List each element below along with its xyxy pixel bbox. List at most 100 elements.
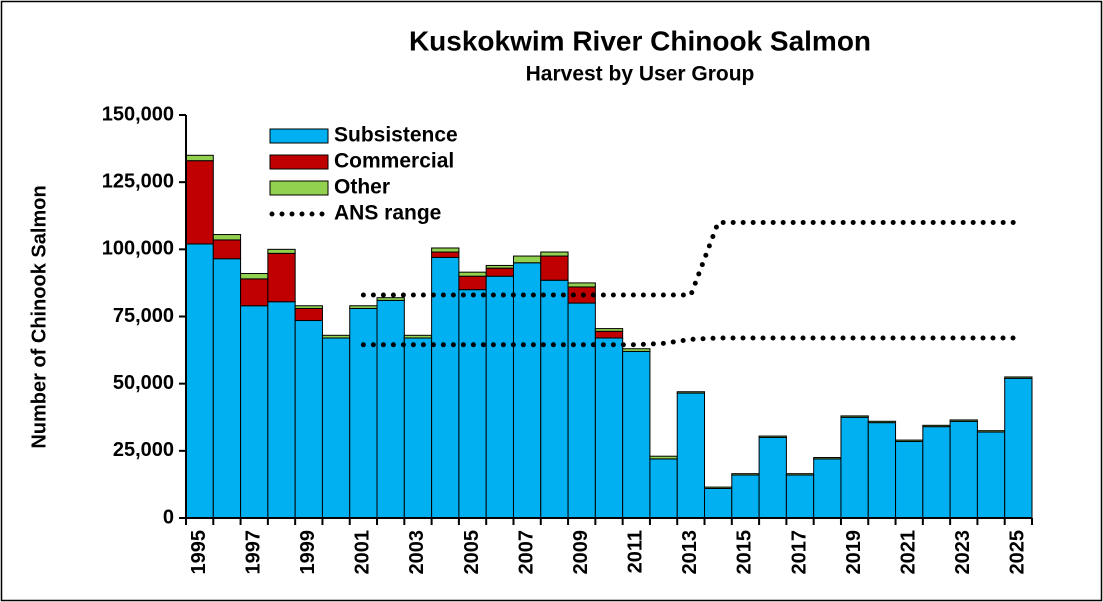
x-tick-label: 2015 (734, 530, 756, 575)
bar-segment (267, 252, 296, 303)
bar-segment (185, 154, 214, 162)
bar-segment (649, 455, 678, 460)
bar-segment (212, 239, 242, 260)
bar-segment (240, 273, 269, 280)
bar-segment (294, 305, 323, 309)
bar-segment (349, 305, 378, 309)
bar-segment (567, 302, 596, 519)
x-tick-label: 1999 (297, 530, 319, 575)
bar-segment (540, 255, 569, 281)
bar-segment (840, 416, 869, 519)
bar-segment (813, 458, 842, 519)
x-tick-label: 2005 (461, 530, 483, 575)
y-tick-label: 50,000 (113, 372, 174, 394)
bar-segment (813, 457, 842, 460)
legend-swatch (269, 154, 329, 170)
bar-segment (567, 282, 596, 288)
x-tick-label: 2017 (788, 530, 810, 575)
bar-segment (267, 301, 296, 519)
legend-label: Subsistence (334, 124, 458, 147)
bar-segment (431, 247, 460, 253)
bar-segment (240, 305, 269, 519)
x-tick-label: 2019 (843, 530, 865, 575)
x-tick-label: 2001 (352, 530, 374, 575)
y-tick-label: 100,000 (102, 238, 174, 260)
bar-segment (321, 334, 351, 339)
legend-swatch (269, 180, 329, 196)
legend-label: Commercial (334, 150, 454, 173)
bar-segment (458, 275, 487, 291)
x-tick-label: 2011 (625, 530, 647, 573)
bar-segment (485, 275, 514, 519)
y-tick-label: 0 (163, 506, 174, 528)
chart-subtitle: Harvest by User Group (526, 63, 755, 86)
bar-segment (676, 391, 706, 394)
bar-segment (376, 299, 405, 519)
y-tick-label: 25,000 (113, 439, 174, 461)
bar-segment (240, 278, 269, 307)
bar-segment (594, 330, 624, 339)
bar-segment (758, 435, 787, 438)
ans-line (360, 335, 1021, 348)
bar-segment (867, 422, 897, 519)
bar-segment (785, 474, 815, 519)
legend-label: Other (334, 176, 390, 199)
x-tick-label: 2021 (897, 530, 919, 575)
bar-segment (867, 420, 897, 424)
x-tick-label: 1995 (188, 530, 210, 575)
y-axis-title: Number of Chinook Salmon (28, 185, 50, 448)
bar-segment (922, 426, 951, 519)
bar-segment (294, 320, 323, 519)
bar-segment (185, 243, 214, 519)
bar-segment (512, 262, 542, 519)
bar-segment (267, 248, 296, 254)
bar-segment (704, 487, 733, 519)
bar-segment (976, 431, 1006, 519)
bar-segment (376, 297, 405, 301)
x-tick-label: 2003 (406, 530, 428, 575)
bar-segment (540, 251, 569, 257)
bar-segment (976, 430, 1006, 433)
bar-segment (676, 392, 706, 519)
bar-segment (1004, 376, 1033, 379)
ans-line (360, 219, 1021, 298)
bar-segment (895, 439, 924, 442)
legend-label: ANS range (334, 202, 441, 225)
bar-segment (512, 255, 542, 264)
bar-segment (731, 473, 760, 476)
bar-segment (485, 264, 514, 269)
bar-segment (949, 420, 978, 519)
bar-segment (594, 328, 624, 332)
bar-segment (785, 473, 815, 476)
bar-segment (840, 415, 869, 418)
x-tick-label: 2013 (679, 530, 701, 575)
x-tick-label: 2023 (952, 530, 974, 575)
y-tick-label: 125,000 (102, 170, 174, 192)
bar-segment (458, 289, 487, 519)
bar-segment (185, 160, 214, 245)
bar-segment (594, 337, 624, 519)
bar-segment (458, 271, 487, 277)
y-tick-label: 75,000 (113, 305, 174, 327)
bar-segment (949, 419, 978, 422)
x-tick-label: 2009 (570, 530, 592, 575)
chart-title: Kuskokwim River Chinook Salmon (409, 25, 871, 56)
bar-segment (649, 458, 678, 519)
bar-segment (431, 256, 460, 519)
bar-segment (704, 486, 733, 489)
bar-segment (731, 474, 760, 519)
bar-segment (403, 337, 433, 519)
bar-segment (1004, 377, 1033, 519)
x-tick-label: 2007 (515, 530, 537, 575)
y-tick-label: 150,000 (102, 103, 174, 125)
bar-segment (321, 337, 351, 519)
bar-segment (622, 348, 651, 352)
bar-segment (895, 440, 924, 519)
bar-segment (349, 307, 378, 519)
bar-segment (540, 279, 569, 519)
x-tick-label: 2025 (1007, 530, 1029, 575)
bar-segment (431, 251, 460, 258)
bar-segment (485, 267, 514, 277)
